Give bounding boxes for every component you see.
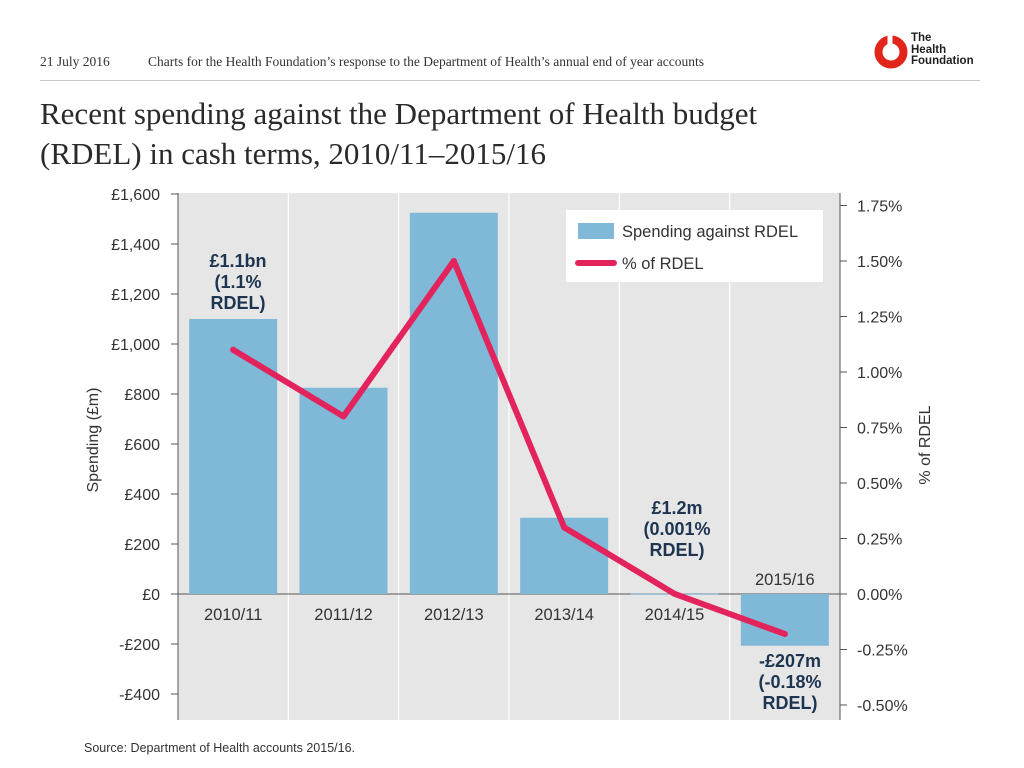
y-tick-label: £1,600 — [111, 187, 160, 204]
annotation-2014/15-line: RDEL) — [650, 540, 705, 560]
bar-2011/12 — [299, 387, 388, 594]
logo-line-1: The — [911, 32, 932, 44]
rdel-point-2010/11 — [230, 346, 237, 353]
y2-tick-label: 0.75% — [857, 421, 902, 438]
bar-2010/11 — [189, 319, 278, 594]
y2-tick-label: -0.25% — [857, 643, 908, 660]
x-tick-label: 2014/15 — [645, 606, 705, 624]
logo-line-2: Health — [911, 43, 947, 56]
y2-tick-label: -0.50% — [857, 698, 908, 715]
header-description: Charts for the Health Foundation’s respo… — [148, 54, 704, 69]
annotation-2015/16-line: RDEL) — [763, 693, 818, 713]
header-divider — [40, 80, 980, 81]
rdel-point-2013/14 — [561, 524, 568, 531]
y2-tick-label: 1.50% — [857, 254, 902, 271]
annotation-2014/15-line: (0.001% — [643, 519, 710, 539]
y2-tick-label: 0.25% — [857, 532, 902, 549]
legend-bar-swatch — [578, 223, 614, 239]
y-tick-label: £600 — [124, 437, 160, 454]
y-tick-label: £1,200 — [111, 287, 160, 304]
y-tick-label: £1,000 — [111, 337, 160, 354]
y2-tick-label: 1.75% — [857, 199, 902, 216]
legend-box — [566, 210, 823, 282]
x-tick-label: 2012/13 — [424, 606, 484, 624]
y-axis-title: Spending (£m) — [85, 388, 102, 493]
annotation-2010/11-line: (1.1% — [214, 272, 261, 292]
rdel-percent-line — [230, 258, 788, 637]
rdel-point-2012/13 — [450, 258, 457, 264]
health-foundation-logo: The Health Foundation — [874, 32, 984, 73]
rdel-point-2014/15 — [671, 590, 678, 597]
y-tick-label: -£200 — [119, 637, 160, 654]
bar-2012/13 — [409, 212, 498, 594]
legend-label-spending: Spending against RDEL — [622, 223, 798, 241]
y2-tick-label: 0.00% — [857, 587, 902, 604]
header-bar: 21 July 2016 Charts for the Health Found… — [40, 52, 980, 74]
page-title: Recent spending against the Department o… — [40, 94, 980, 174]
source-note: Source: Department of Health accounts 20… — [84, 741, 355, 755]
legend-label-percent: % of RDEL — [622, 255, 704, 273]
x-tick-label: 2013/14 — [534, 606, 594, 624]
y2-axis-title: % of RDEL — [917, 405, 934, 484]
page-title-line-2: (RDEL) in cash terms, 2010/11–2015/16 — [40, 136, 546, 171]
y2-tick-label: 1.25% — [857, 310, 902, 327]
annotation-2014/15-line: £1.2m — [651, 498, 702, 518]
logo-line-3: Foundation — [911, 55, 974, 67]
rdel-point-2015/16 — [781, 630, 788, 637]
annotation-2010/11-line: RDEL) — [211, 293, 266, 313]
x-tick-label: 2015/16 — [755, 571, 815, 589]
rdel-point-2011/12 — [340, 413, 347, 420]
y-tick-label: £400 — [124, 487, 160, 504]
y2-tick-label: 1.00% — [857, 365, 902, 382]
x-tick-label: 2010/11 — [204, 606, 262, 624]
annotation-2015/16-line: (-0.18% — [758, 672, 821, 692]
y-tick-label: £800 — [124, 387, 160, 404]
page-title-line-1: Recent spending against the Department o… — [40, 96, 758, 131]
x-tick-label: 2011/12 — [314, 606, 372, 624]
header-date: 21 July 2016 — [40, 54, 110, 69]
logo-text: The Health Foundation — [911, 32, 983, 68]
y-tick-label: £200 — [124, 537, 160, 554]
annotation-2015/16-line: -£207m — [759, 651, 821, 671]
y-tick-label: -£400 — [119, 687, 160, 704]
y-tick-label: £1,400 — [111, 237, 160, 254]
y2-tick-label: 0.50% — [857, 476, 902, 493]
bar-2015/16 — [740, 594, 829, 646]
annotation-2010/11-line: £1.1bn — [209, 251, 266, 271]
y-tick-label: £0 — [142, 587, 160, 604]
logo-ring-icon — [874, 35, 908, 69]
